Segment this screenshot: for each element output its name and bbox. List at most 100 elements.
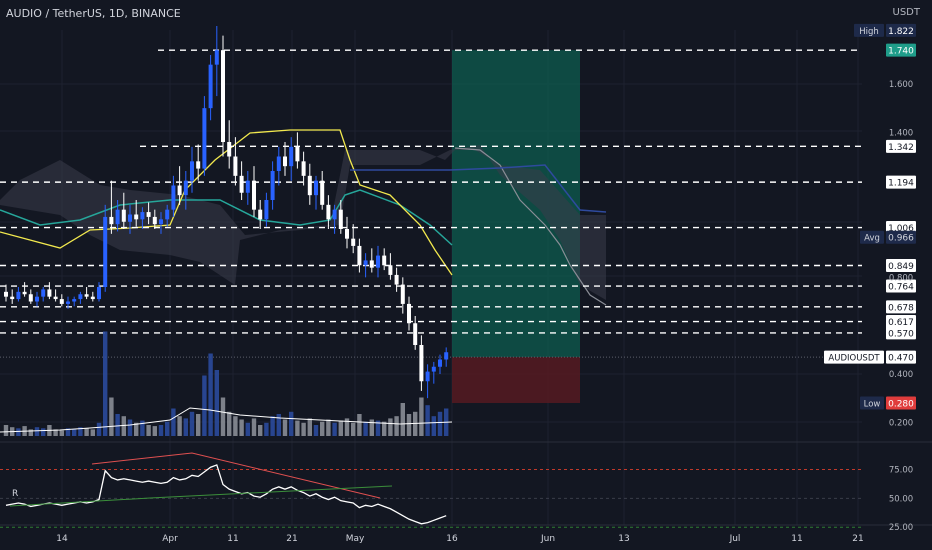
volume-bar	[388, 418, 393, 436]
price-label-value: 0.617	[888, 318, 914, 328]
candle-body	[128, 214, 132, 222]
volume-bar	[3, 425, 9, 436]
candle-body	[363, 260, 368, 266]
price-label-box	[886, 315, 916, 329]
candle-body	[413, 323, 418, 345]
candle-body	[245, 180, 250, 193]
stop-loss-zone	[452, 357, 580, 403]
volume-bar	[28, 429, 33, 436]
volume-bar	[208, 353, 213, 436]
candle-body	[307, 175, 312, 196]
volume-bar	[301, 422, 306, 436]
volume-bar	[59, 430, 64, 436]
candle-body	[10, 296, 15, 300]
candle-body	[438, 359, 442, 367]
candle-body	[270, 171, 275, 200]
volume-bar	[258, 425, 263, 436]
volume-bar	[171, 408, 176, 436]
time-tick-label: May	[346, 534, 365, 544]
time-axis[interactable]: 14 Apr 11 21 May 16 Jun 13 Jul 11 21	[56, 534, 863, 544]
price-label-value: 0.570	[888, 329, 914, 339]
volume-bar	[34, 427, 40, 436]
volume-bar	[332, 422, 337, 436]
price-tag-label: High	[859, 27, 879, 37]
candle-body	[214, 50, 219, 65]
volume-bar	[264, 422, 269, 436]
volume-bar	[245, 422, 250, 436]
rsi-tick-label: 75.00	[889, 466, 913, 476]
volume-bar	[419, 397, 424, 436]
candle-body	[233, 156, 238, 176]
candle-body	[134, 214, 139, 220]
candle-body	[177, 185, 182, 196]
volume-bar	[96, 422, 102, 436]
price-label-value: 1.194	[888, 179, 914, 189]
candle-body	[431, 366, 436, 372]
ichimoku-cloud	[0, 129, 607, 306]
volume-bar	[394, 416, 399, 436]
price-tick-label: 0.200	[889, 418, 913, 428]
candle-body	[97, 287, 101, 300]
rsi-tick-label: 50.00	[889, 494, 913, 504]
volume-bar	[134, 422, 139, 436]
candle-body	[59, 299, 64, 304]
horizontal-levels	[0, 49, 862, 358]
volume-bar	[227, 411, 232, 436]
volume-bar	[276, 414, 281, 436]
price-label-box	[886, 350, 916, 364]
candle-body	[314, 180, 318, 196]
volume-bar	[202, 375, 207, 436]
candle-body	[264, 200, 269, 220]
volume-bar	[146, 425, 151, 436]
volume-bar	[351, 422, 356, 436]
candle-body	[338, 209, 343, 229]
volume-bar	[53, 429, 58, 436]
price-tag-label: Avg	[864, 234, 880, 244]
volume-bar	[437, 411, 443, 436]
candle-body	[140, 212, 145, 220]
candle-body	[72, 299, 77, 302]
volume-bar	[84, 428, 89, 436]
volume-bar	[158, 425, 164, 436]
price-label-value: 1.822	[888, 27, 914, 37]
volume-ma	[0, 407, 453, 433]
candle-body	[208, 64, 213, 109]
candle-body	[382, 255, 387, 266]
candle-body	[376, 255, 380, 268]
volume-bar	[400, 403, 405, 436]
candle-body	[183, 180, 188, 196]
candle-body	[407, 303, 411, 324]
volume-bar	[320, 421, 325, 436]
volume-bar	[127, 419, 133, 436]
rsi-tick-label: 25.00	[889, 523, 913, 533]
price-tick-label: 0.800	[889, 273, 913, 283]
candle-body	[394, 274, 399, 285]
time-tick-label: 11	[227, 534, 238, 544]
time-tick-label: Jun	[540, 534, 555, 544]
price-label-value: 1.740	[888, 47, 914, 57]
price-label-value: 0.470	[888, 354, 914, 364]
volume-bar	[115, 414, 120, 436]
time-tick-label: 21	[852, 534, 863, 544]
candle-body	[47, 289, 52, 297]
candle-body	[357, 245, 362, 266]
candle-body	[295, 146, 300, 162]
price-label-box	[886, 175, 916, 189]
volume-bar	[344, 418, 350, 436]
volume-bar	[90, 429, 95, 436]
candle-body	[103, 216, 108, 287]
base-line	[0, 189, 453, 246]
volume-bar	[41, 428, 46, 436]
volume-bar	[140, 420, 145, 436]
candle-body	[190, 161, 194, 181]
candle-body	[53, 296, 58, 300]
price-label-box	[886, 230, 916, 244]
volume-bar	[72, 429, 77, 436]
volume-bar	[431, 416, 436, 436]
volume-bar	[406, 414, 412, 436]
price-tick-label: 0.400	[889, 370, 913, 380]
volume-bar	[165, 421, 170, 436]
volume-bar	[189, 411, 195, 436]
